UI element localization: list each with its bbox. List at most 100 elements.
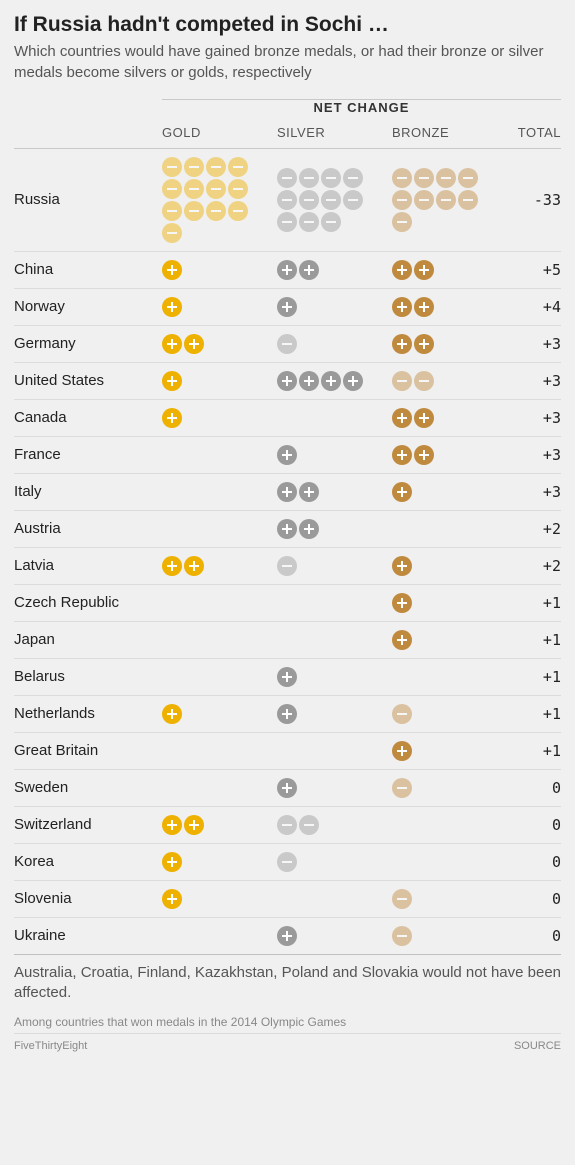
plus-medal-icon: [414, 260, 434, 280]
silver-cell: [277, 806, 392, 843]
minus-medal-icon: [392, 190, 412, 210]
minus-medal-icon: [392, 168, 412, 188]
table-row: Japan +1: [14, 621, 561, 658]
plus-medal-icon: [299, 260, 319, 280]
plus-medal-icon: [277, 667, 297, 687]
brand-label: FiveThirtyEight: [14, 1040, 87, 1052]
minus-medal-icon: [321, 168, 341, 188]
minus-medal-icon: [436, 168, 456, 188]
plus-medal-icon: [277, 371, 297, 391]
col-silver: SILVER: [277, 119, 392, 149]
plus-medal-icon: [277, 926, 297, 946]
gold-cell: [162, 362, 277, 399]
silver-cell: [277, 658, 392, 695]
gold-cell: [162, 584, 277, 621]
minus-medal-icon: [436, 190, 456, 210]
minus-medal-icon: [162, 223, 182, 243]
gold-cell: [162, 769, 277, 806]
silver-cell: [277, 148, 392, 251]
plus-medal-icon: [277, 297, 297, 317]
table-row: Czech Republic +1: [14, 584, 561, 621]
country-cell: Italy: [14, 473, 162, 510]
plus-medal-icon: [299, 519, 319, 539]
gold-cell: [162, 436, 277, 473]
bronze-cell: [392, 695, 507, 732]
plus-medal-icon: [392, 260, 412, 280]
table-row: Netherlands +1: [14, 695, 561, 732]
silver-cell: [277, 732, 392, 769]
country-cell: Korea: [14, 843, 162, 880]
minus-medal-icon: [162, 157, 182, 177]
bronze-cell: [392, 325, 507, 362]
gold-cell: [162, 658, 277, 695]
plus-medal-icon: [392, 297, 412, 317]
country-cell: Netherlands: [14, 695, 162, 732]
plus-medal-icon: [277, 704, 297, 724]
minus-medal-icon: [277, 212, 297, 232]
plus-medal-icon: [162, 815, 182, 835]
table-row: Germany +3: [14, 325, 561, 362]
minus-medal-icon: [414, 190, 434, 210]
medal-table: GOLD SILVER BRONZE TOTAL Russia-33China …: [14, 119, 561, 955]
silver-cell: [277, 473, 392, 510]
total-cell: +3: [507, 325, 561, 362]
minus-medal-icon: [162, 179, 182, 199]
table-row: Ukraine 0: [14, 917, 561, 954]
plus-medal-icon: [162, 852, 182, 872]
plus-medal-icon: [277, 482, 297, 502]
table-row: France +3: [14, 436, 561, 473]
total-cell: +3: [507, 436, 561, 473]
meta-note: Among countries that won medals in the 2…: [14, 1009, 561, 1029]
silver-cell: [277, 436, 392, 473]
table-row: China +5: [14, 251, 561, 288]
silver-cell: [277, 362, 392, 399]
table-row: Sweden 0: [14, 769, 561, 806]
silver-cell: [277, 621, 392, 658]
plus-medal-icon: [162, 260, 182, 280]
plus-medal-icon: [162, 334, 182, 354]
silver-cell: [277, 917, 392, 954]
silver-cell: [277, 695, 392, 732]
country-cell: United States: [14, 362, 162, 399]
minus-medal-icon: [321, 190, 341, 210]
col-country: [14, 119, 162, 149]
plus-medal-icon: [414, 297, 434, 317]
bronze-cell: [392, 399, 507, 436]
plus-medal-icon: [184, 334, 204, 354]
table-row: Switzerland 0: [14, 806, 561, 843]
plus-medal-icon: [414, 408, 434, 428]
table-row: Great Britain +1: [14, 732, 561, 769]
table-row: Austria +2: [14, 510, 561, 547]
country-cell: Slovenia: [14, 880, 162, 917]
bronze-cell: [392, 621, 507, 658]
minus-medal-icon: [184, 201, 204, 221]
plus-medal-icon: [392, 593, 412, 613]
total-cell: 0: [507, 843, 561, 880]
gold-cell: [162, 399, 277, 436]
meta-row: FiveThirtyEight SOURCE: [14, 1033, 561, 1052]
footnote: Australia, Croatia, Finland, Kazakhstan,…: [14, 955, 561, 1010]
plus-medal-icon: [414, 445, 434, 465]
table-row: Latvia +2: [14, 547, 561, 584]
silver-cell: [277, 251, 392, 288]
plus-medal-icon: [414, 334, 434, 354]
minus-medal-icon: [299, 168, 319, 188]
plus-medal-icon: [277, 445, 297, 465]
country-cell: Germany: [14, 325, 162, 362]
minus-medal-icon: [184, 179, 204, 199]
minus-medal-icon: [392, 371, 412, 391]
gold-cell: [162, 843, 277, 880]
net-change-label: NET CHANGE: [162, 100, 561, 119]
total-cell: +3: [507, 399, 561, 436]
plus-medal-icon: [392, 334, 412, 354]
total-cell: +4: [507, 288, 561, 325]
country-cell: Belarus: [14, 658, 162, 695]
minus-medal-icon: [206, 157, 226, 177]
table-row: Slovenia 0: [14, 880, 561, 917]
country-cell: China: [14, 251, 162, 288]
minus-medal-icon: [343, 190, 363, 210]
table-row: Canada +3: [14, 399, 561, 436]
minus-medal-icon: [228, 179, 248, 199]
plus-medal-icon: [392, 482, 412, 502]
country-cell: Norway: [14, 288, 162, 325]
